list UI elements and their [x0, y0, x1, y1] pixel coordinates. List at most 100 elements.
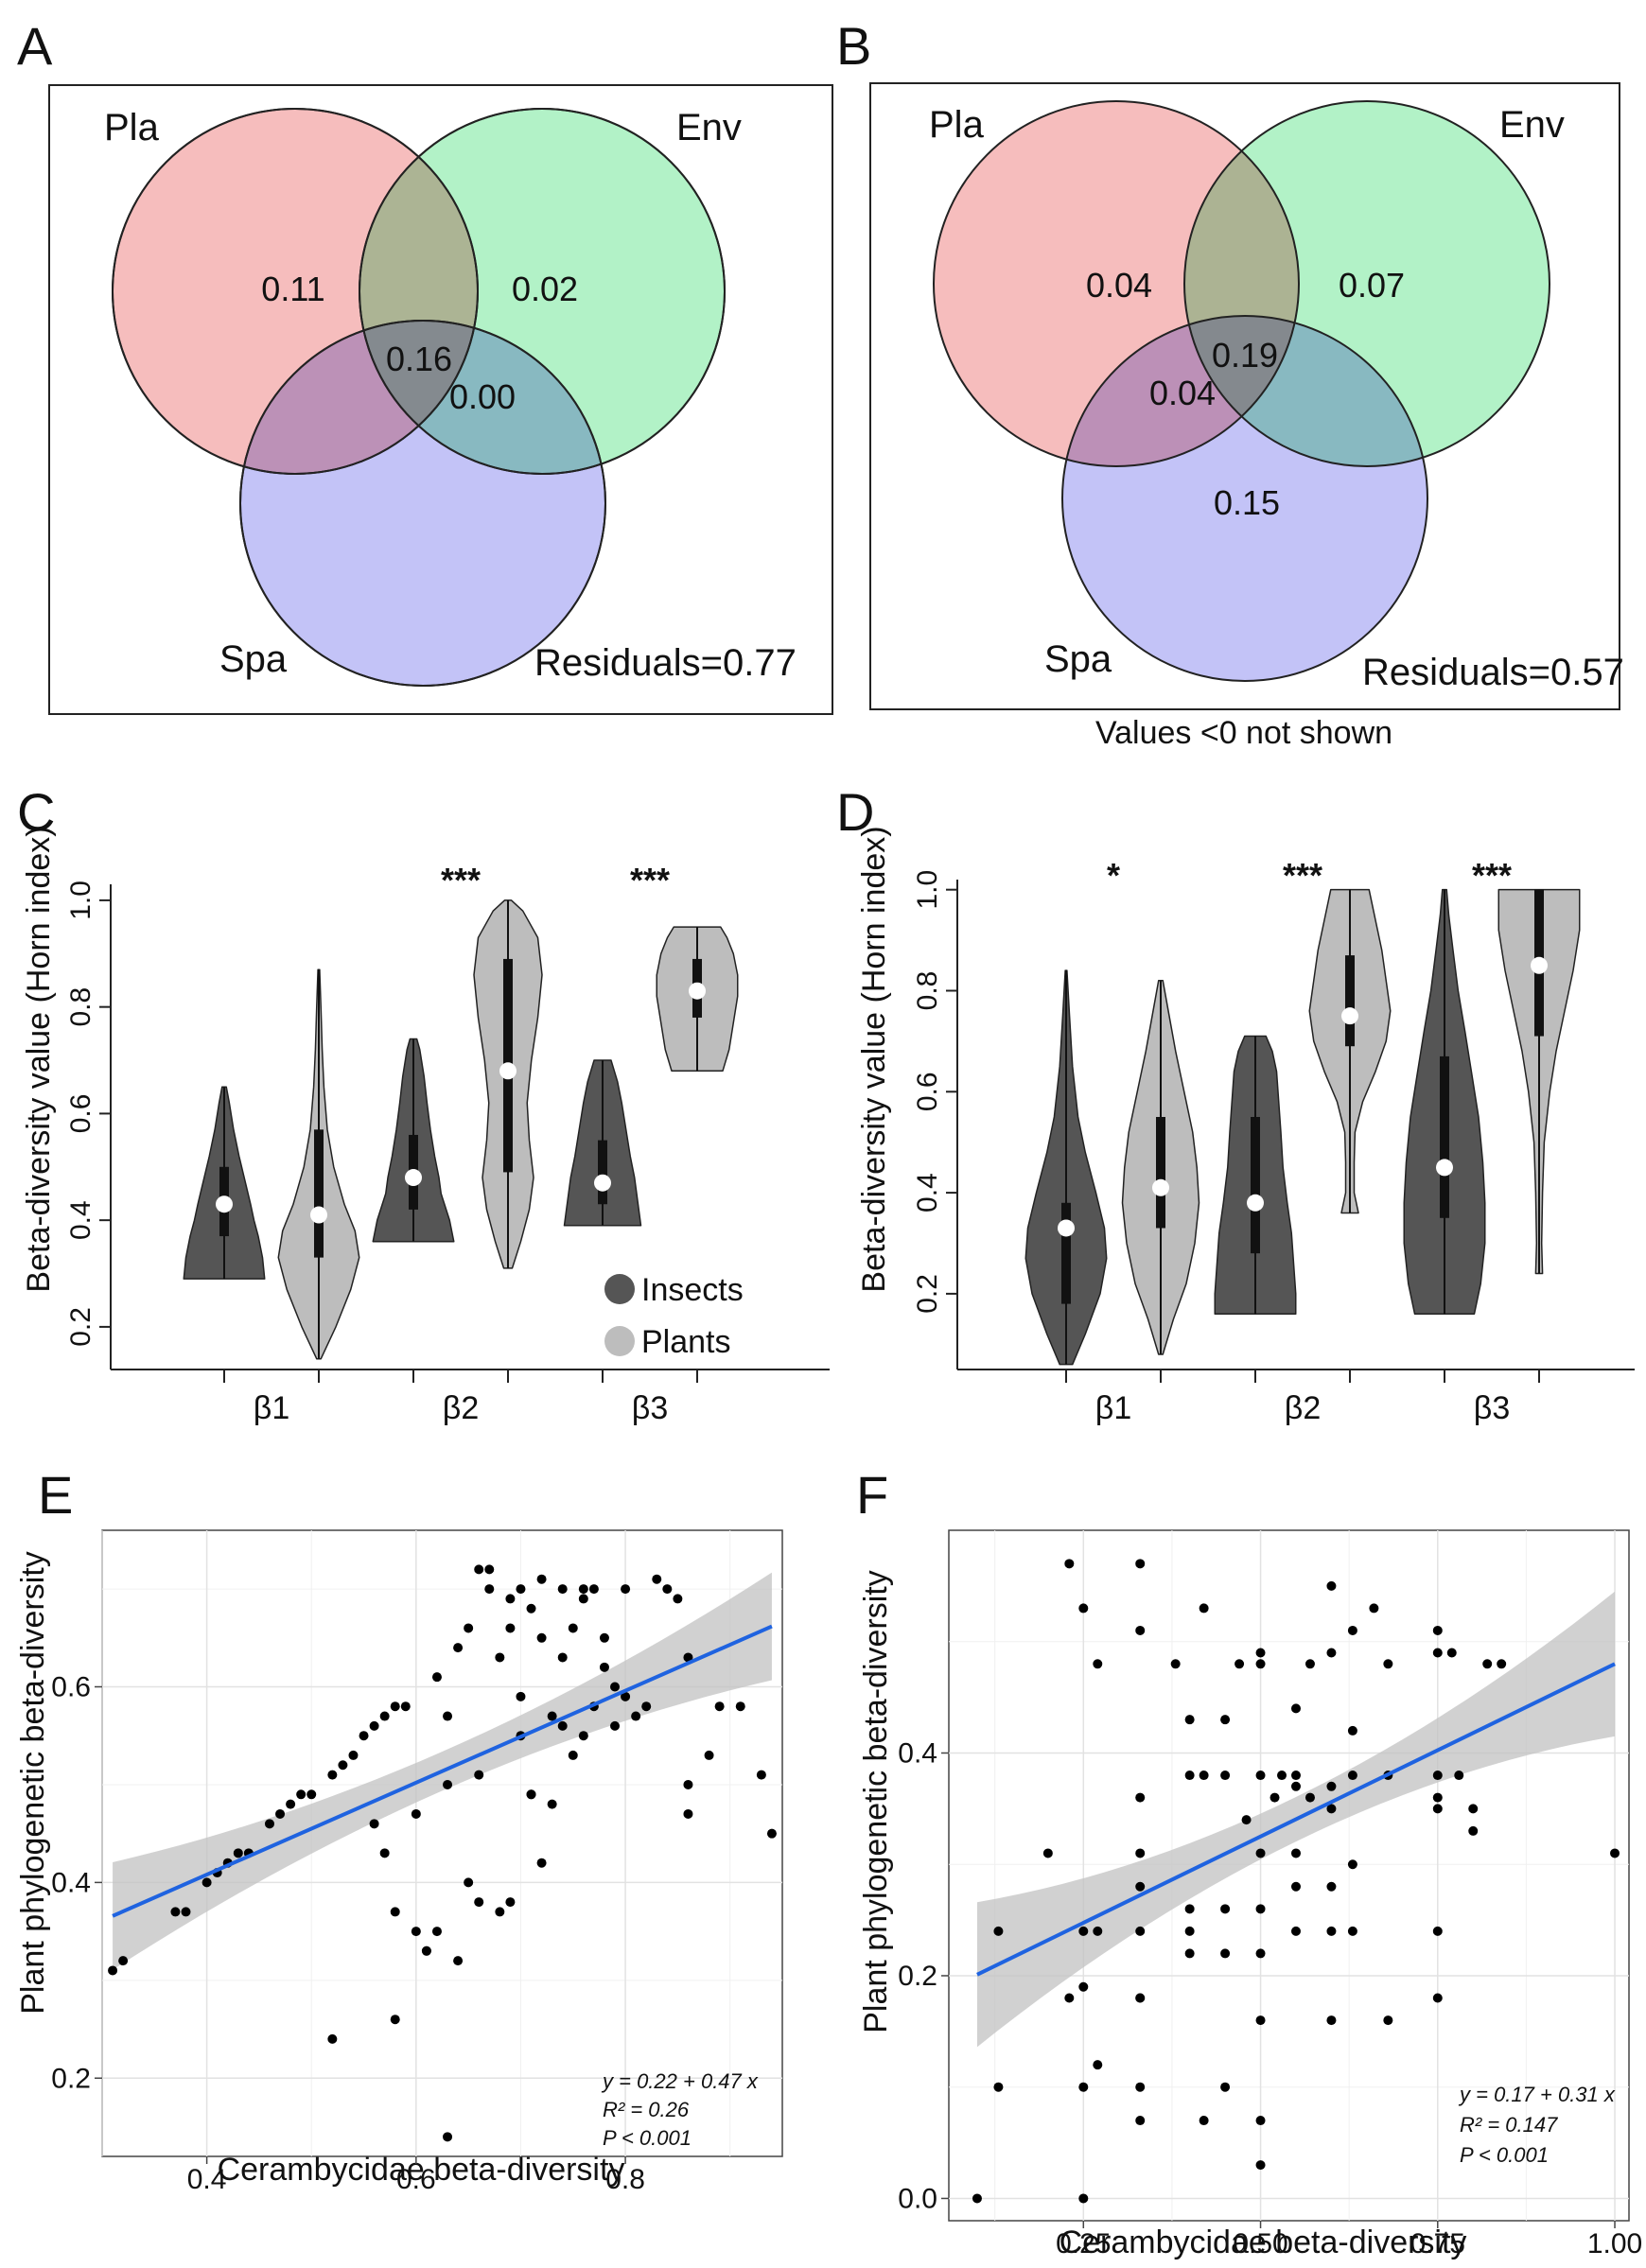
data-point [1290, 1881, 1301, 1892]
violin-median-point [405, 1169, 422, 1187]
significance-marker: *** [1283, 856, 1322, 895]
data-point [505, 1897, 516, 1908]
data-point [1135, 2116, 1146, 2126]
data-point [421, 1945, 431, 1956]
data-point [516, 1584, 526, 1595]
x-tick-label: 0.6 [396, 2164, 436, 2195]
set-label-spa: Spa [1044, 638, 1112, 680]
x-category-label: β3 [1474, 1390, 1510, 1426]
data-point [1135, 1625, 1146, 1635]
y-tick-label: 0.8 [912, 971, 943, 1011]
plot-panel [948, 1529, 1630, 2222]
violin-median-point [1436, 1159, 1453, 1177]
data-point [411, 1927, 421, 1937]
data-point [1199, 2116, 1209, 2126]
data-point [474, 1564, 484, 1575]
data-point [1432, 1648, 1443, 1658]
data-point [1326, 1926, 1337, 1936]
data-point [1078, 2193, 1089, 2204]
data-point [1326, 1648, 1337, 1658]
data-point [1220, 1715, 1231, 1725]
y-tick-label: 0.4 [912, 1173, 943, 1213]
x-axis-title-f: Cerambycidae beta-diversity [1059, 2224, 1467, 2260]
data-point [1184, 1926, 1195, 1936]
data-point [474, 1897, 484, 1908]
data-point [369, 1819, 379, 1829]
y-tick-label: 0.8 [65, 987, 96, 1027]
data-point [1184, 1904, 1195, 1914]
data-point [547, 1711, 557, 1721]
data-point [379, 1848, 390, 1858]
y-tick-label: 0.2 [65, 1307, 96, 1347]
venn-frame-b [869, 82, 1620, 710]
data-point [1432, 1625, 1443, 1635]
note-values-not-shown: Values <0 not shown [1095, 715, 1392, 751]
value-spa-only: 0.15 [1214, 483, 1280, 522]
panel-c: C Beta-diversity value (Horn index) 0.20… [17, 782, 830, 1426]
data-point [1220, 2082, 1231, 2092]
venn-frame-a [48, 84, 833, 715]
data-point [516, 1691, 526, 1701]
y-tick-label: 0.6 [65, 1094, 96, 1134]
x-category-label: β1 [254, 1390, 289, 1426]
data-point [411, 1808, 421, 1819]
y-tick-label: 0.2 [912, 1274, 943, 1314]
data-point [1220, 1904, 1231, 1914]
x-category-label: β2 [1285, 1390, 1321, 1426]
data-point [1305, 1659, 1315, 1669]
violin-median-point [689, 982, 706, 1000]
equation-f: y = 0.17 + 0.31 x [1458, 2083, 1616, 2106]
data-point [1184, 1948, 1195, 1959]
data-point [1064, 1559, 1075, 1569]
data-point [536, 1574, 547, 1584]
data-point [443, 2132, 453, 2142]
data-point [1184, 1715, 1195, 1725]
data-point [993, 2082, 1004, 2092]
data-point [621, 1691, 631, 1701]
data-point [1255, 2116, 1266, 2126]
x-tick-label: 0.75 [1410, 2228, 1465, 2259]
venn-circle-spa [1062, 316, 1427, 681]
y-tick-label: 1.0 [912, 870, 943, 910]
data-point [359, 1731, 369, 1741]
data-point [683, 1808, 693, 1819]
violin-iqr-box [598, 1140, 607, 1205]
data-point [431, 1927, 442, 1937]
violin-median-point [1247, 1194, 1264, 1212]
data-point [484, 1564, 495, 1575]
violin-median-point [1152, 1178, 1169, 1196]
x-tick-label: 0.4 [187, 2164, 227, 2195]
set-label-pla: Pla [104, 107, 160, 148]
data-point [1135, 1926, 1146, 1936]
x-tick-label: 0.50 [1233, 2228, 1287, 2259]
set-label-env: Env [1499, 104, 1565, 146]
value-center: 0.16 [386, 340, 452, 378]
data-point [1135, 1559, 1146, 1569]
data-point [1432, 1804, 1443, 1814]
data-point [1135, 1792, 1146, 1803]
data-point [993, 1926, 1004, 1936]
data-point [1347, 1859, 1357, 1870]
data-point [673, 1594, 683, 1604]
r2-e: R² = 0.26 [603, 2098, 690, 2121]
residuals-a: Residuals=0.77 [534, 642, 797, 684]
data-point [306, 1789, 317, 1800]
data-point [1270, 1792, 1280, 1803]
value-env-spa: 0.00 [449, 377, 516, 416]
violin-median-point [1341, 1007, 1358, 1025]
legend-c: Insects Plants [604, 1272, 744, 1360]
data-point [1135, 1848, 1146, 1858]
venn-outline-env [1183, 100, 1550, 467]
data-point [1241, 1815, 1252, 1825]
data-point [1042, 1848, 1053, 1858]
data-point [1446, 1648, 1457, 1658]
y-tick-label: 0.4 [51, 1867, 91, 1898]
residuals-b: Residuals=0.57 [1362, 652, 1624, 693]
data-point [379, 1711, 390, 1721]
data-point [652, 1574, 662, 1584]
regression-line [976, 1662, 1616, 1977]
data-point [526, 1789, 536, 1800]
plot-area-c: 0.2 0.4 0.6 0.8 1.0 β1 β2 *** β3 *** [65, 861, 830, 1426]
panel-b: B Pla Env Spa 0.04 0.07 0.19 0.04 0.15 R… [836, 16, 1624, 751]
x-axis-title-e: Cerambycidae beta-diversity [218, 2152, 625, 2188]
